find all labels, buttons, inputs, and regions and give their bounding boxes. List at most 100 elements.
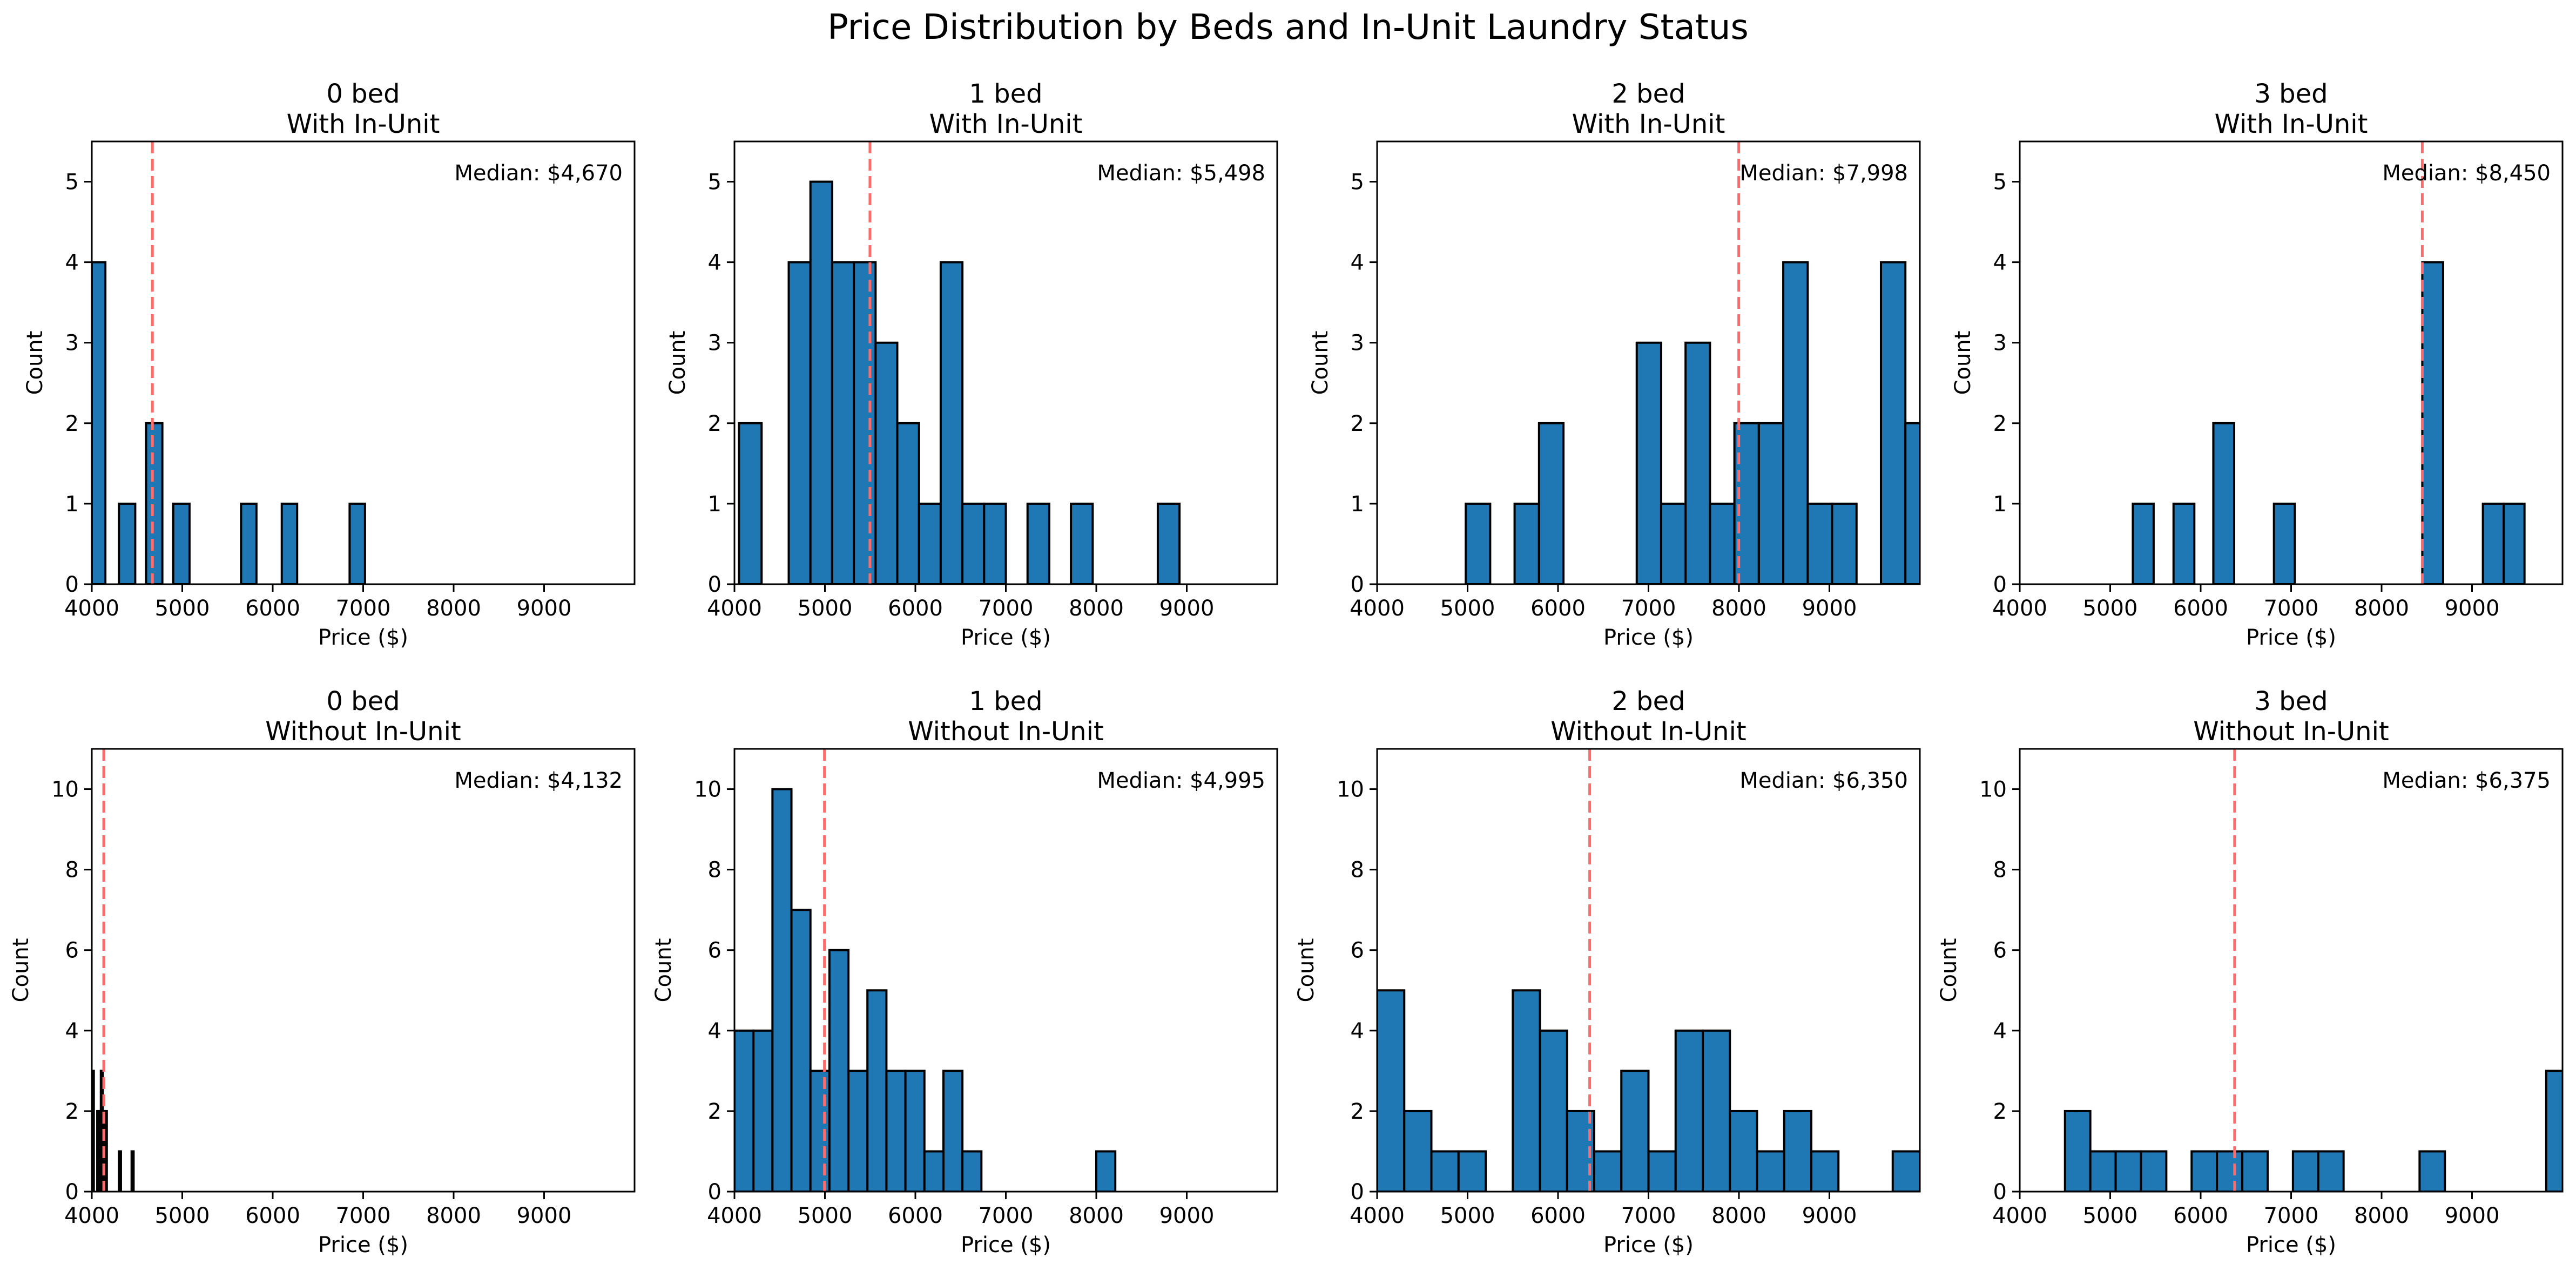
histogram-bar xyxy=(1684,341,1711,584)
x-tick-label: 4000 xyxy=(64,1203,119,1228)
histogram-bar xyxy=(1756,1150,1785,1192)
histogram-bar xyxy=(923,1150,945,1192)
histogram-bar xyxy=(2317,1150,2345,1192)
y-tick-label: 2 xyxy=(65,1099,79,1124)
histogram-bar xyxy=(92,261,107,584)
histogram-bar xyxy=(2140,1150,2168,1192)
histogram-bar xyxy=(348,502,366,584)
y-tick-label: 10 xyxy=(1337,777,1364,802)
x-tick-label: 4000 xyxy=(707,596,762,621)
y-tick-label: 8 xyxy=(708,858,721,883)
x-tick-label: 6000 xyxy=(1530,596,1586,621)
histogram-bar xyxy=(1891,1150,1920,1192)
histogram-bar xyxy=(1457,1150,1487,1192)
y-tick-label: 4 xyxy=(1993,251,2007,275)
subplot-title: 1 bed Without In-Unit xyxy=(908,686,1103,747)
histogram-bar xyxy=(2114,1150,2142,1192)
histogram-bar xyxy=(809,180,833,584)
y-axis-label: Count xyxy=(665,331,690,395)
subplot-6: 4000 5000 6000 7000 8000 9000 0 2 4 6 8 10 Price ($)… xyxy=(1294,686,1921,1257)
histogram-bar xyxy=(172,502,191,584)
histogram-bar xyxy=(2291,1150,2319,1192)
y-tick-label: 4 xyxy=(65,251,79,275)
x-tick-label: 5000 xyxy=(798,1203,853,1228)
histogram-bar xyxy=(1831,502,1858,584)
subplot-title: 3 bed Without In-Unit xyxy=(2193,686,2389,747)
y-tick-label: 3 xyxy=(65,331,79,356)
x-tick-label: 4000 xyxy=(64,596,119,621)
histogram-bar xyxy=(1593,1150,1623,1192)
x-tick-label: 6000 xyxy=(2173,596,2228,621)
histogram-bar xyxy=(787,261,812,584)
subplot-title: 1 bed With In-Unit xyxy=(929,79,1083,139)
y-axis-label: Count xyxy=(1294,938,1319,1003)
histogram-bar xyxy=(2418,1150,2446,1192)
y-tick-label: 2 xyxy=(708,411,721,436)
x-tick-label: 4000 xyxy=(1350,596,1405,621)
subplot-title: 3 bed With In-Unit xyxy=(2215,79,2368,139)
x-tick-label: 7000 xyxy=(1621,1203,1676,1228)
x-axis-label: Price ($) xyxy=(2246,1233,2336,1257)
x-tick-label: 8000 xyxy=(2354,596,2409,621)
y-tick-label: 10 xyxy=(51,777,79,802)
x-tick-label: 5000 xyxy=(155,596,210,621)
y-tick-label: 4 xyxy=(708,1019,721,1044)
histogram-bar xyxy=(1647,1150,1677,1192)
y-tick-label: 10 xyxy=(694,777,721,802)
histogram-bar xyxy=(752,1029,774,1192)
x-tick-label: 5000 xyxy=(2083,596,2138,621)
x-axis-label: Price ($) xyxy=(961,625,1051,650)
histogram-bar xyxy=(1674,1029,1704,1192)
x-tick-label: 6000 xyxy=(888,596,943,621)
histogram-bar xyxy=(2503,502,2526,584)
histogram-bar xyxy=(2089,1150,2117,1192)
y-axis-label: Count xyxy=(23,331,48,395)
histogram-bar xyxy=(1635,341,1662,584)
x-tick-label: 5000 xyxy=(155,1203,210,1228)
histogram-bar xyxy=(1879,261,1907,584)
x-tick-label: 6000 xyxy=(245,1203,300,1228)
y-axis-label: Count xyxy=(1951,331,1975,395)
histogram-bar xyxy=(790,909,812,1192)
histogram-bar xyxy=(1539,1029,1568,1192)
histogram-bar xyxy=(118,1150,122,1192)
subplot-title: 0 bed Without In-Unit xyxy=(265,686,461,747)
histogram-bar xyxy=(828,949,850,1192)
median-annotation: Median: $8,450 xyxy=(2382,161,2551,186)
histogram-bar xyxy=(939,261,964,584)
y-tick-label: 2 xyxy=(65,411,79,436)
median-annotation: Median: $6,375 xyxy=(2382,768,2551,793)
x-tick-label: 5000 xyxy=(798,596,853,621)
x-tick-label: 8000 xyxy=(1711,1203,1766,1228)
histogram-bar xyxy=(104,1110,108,1192)
histogram-bar xyxy=(1465,502,1492,584)
y-tick-label: 4 xyxy=(65,1019,79,1044)
x-tick-label: 9000 xyxy=(2445,1203,2500,1228)
subplot-0: 4000 5000 6000 7000 8000 9000 0 1 2 3 4 5 Price ($) C… xyxy=(23,79,636,650)
x-tick-label: 6000 xyxy=(888,1203,943,1228)
histogram-bar xyxy=(280,502,299,584)
bars xyxy=(738,180,1181,584)
y-tick-label: 0 xyxy=(708,1180,721,1205)
x-tick-label: 5000 xyxy=(1440,1203,1495,1228)
x-axis-label: Price ($) xyxy=(2246,625,2336,650)
y-tick-label: 6 xyxy=(65,938,79,963)
histogram-bar xyxy=(896,422,920,584)
histogram-bar xyxy=(1782,261,1809,584)
x-tick-label: 4000 xyxy=(707,1203,762,1228)
x-tick-label: 7000 xyxy=(2264,596,2319,621)
histogram-bar xyxy=(240,502,258,584)
histogram-bar xyxy=(1026,502,1050,584)
y-axis-label: Count xyxy=(1308,331,1333,395)
x-tick-label: 7000 xyxy=(979,1203,1034,1228)
figure-title: Price Distribution by Beds and In-Unit L… xyxy=(827,8,1749,48)
y-tick-label: 0 xyxy=(65,1180,79,1205)
subplot-5: 4000 5000 6000 7000 8000 9000 0 2 4 6 8 10 Price ($)… xyxy=(651,686,1278,1257)
x-tick-label: 9000 xyxy=(1159,1203,1215,1228)
x-tick-label: 6000 xyxy=(1530,1203,1586,1228)
x-tick-label: 4000 xyxy=(1350,1203,1405,1228)
subplot-title: 2 bed With In-Unit xyxy=(1572,79,1725,139)
y-tick-label: 3 xyxy=(1351,331,1364,356)
